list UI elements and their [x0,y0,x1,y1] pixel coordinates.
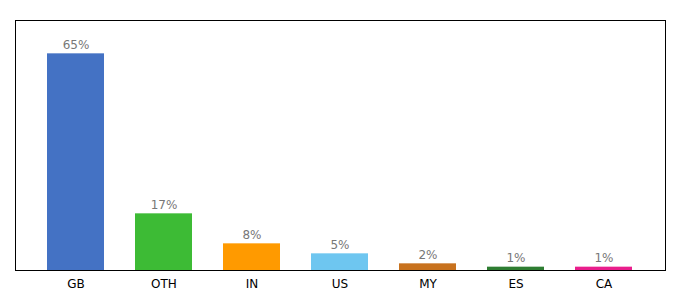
svg-text:8%: 8% [242,228,261,242]
svg-text:2%: 2% [418,248,437,262]
svg-text:OTH: OTH [151,277,177,291]
svg-text:1%: 1% [506,251,525,265]
svg-text:ES: ES [508,277,523,291]
svg-text:CA: CA [596,277,613,291]
svg-text:IN: IN [246,277,259,291]
svg-text:MY: MY [419,277,437,291]
svg-text:5%: 5% [330,238,349,252]
svg-text:17%: 17% [151,198,178,212]
svg-text:GB: GB [67,277,85,291]
svg-text:1%: 1% [594,251,613,265]
svg-text:US: US [332,277,348,291]
svg-text:65%: 65% [63,38,90,52]
